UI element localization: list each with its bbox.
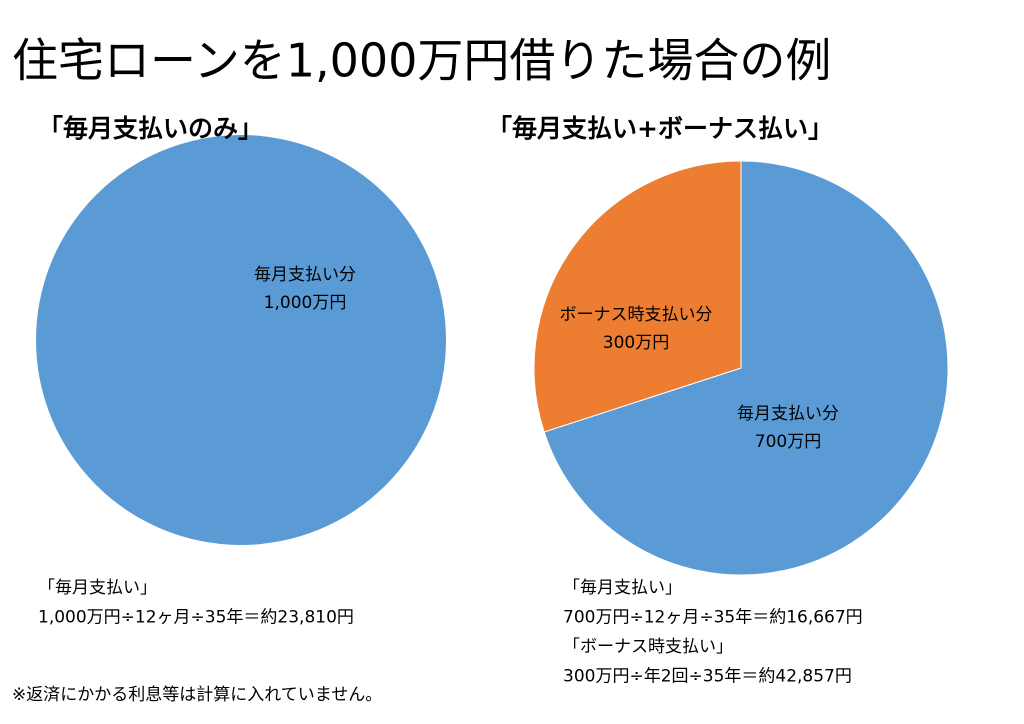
annotation: 「毎月支払い」 [563, 578, 682, 598]
page-title: 住宅ローンを1,000万円借りた場合の例 [12, 34, 831, 88]
annotation: 「毎月支払い」 [38, 578, 157, 598]
slice-value-label: 300万円 [603, 333, 669, 353]
slice-value-label: 1,000万円 [264, 293, 347, 313]
annotation: 300万円÷年2回÷35年＝約42,857円 [563, 667, 852, 687]
annotation: 1,000万円÷12ヶ月÷35年＝約23,810円 [38, 608, 354, 628]
slice-category-label: 毎月支払い分 [737, 404, 839, 424]
slice-value-label: 700万円 [755, 432, 821, 452]
pie-slice [533, 160, 742, 433]
annotation: 「ボーナス時支払い」 [563, 637, 733, 657]
footnote: ※返済にかかる利息等は計算に入れていません。 [12, 685, 382, 705]
pie-slice [543, 160, 949, 576]
slice-category-label: ボーナス時支払い分 [560, 305, 713, 325]
annotation: 700万円÷12ヶ月÷35年＝約16,667円 [563, 608, 863, 628]
pie-slice [36, 135, 446, 545]
slice-category-label: 毎月支払い分 [254, 265, 356, 285]
chart-title: 「毎月支払い+ボーナス払い」 [487, 114, 833, 143]
chart-title: 「毎月支払いのみ」 [38, 114, 263, 143]
